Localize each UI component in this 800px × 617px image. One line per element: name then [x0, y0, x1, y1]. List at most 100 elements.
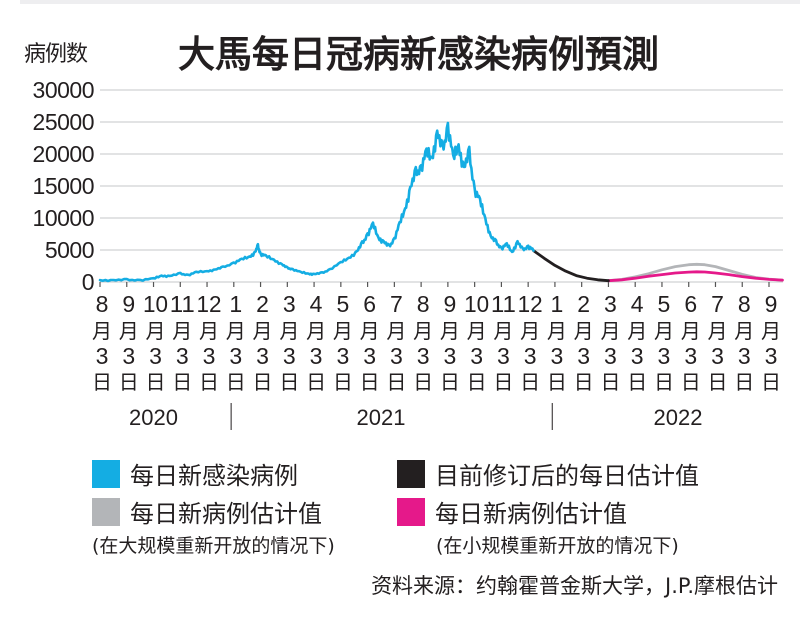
x-tick-day: 3: [122, 343, 135, 369]
x-tick-month: 9: [443, 291, 456, 317]
y-tick-label: 0: [82, 269, 94, 295]
x-tick-day: 3: [256, 343, 269, 369]
x-tick-month-suffix: 月: [707, 319, 727, 343]
x-tick-day-suffix: 日: [119, 370, 139, 394]
legend-label: 每日新感染病例: [130, 462, 298, 490]
x-tick-day-suffix: 日: [627, 370, 647, 394]
x-tick-month: 8: [417, 291, 430, 317]
x-tick-day: 3: [470, 343, 483, 369]
x-tick-labels: 8月3日9月3日10月3日11月3日12月3日1月3日2月3日3月3日4月3日5…: [92, 291, 781, 394]
x-tick-day-suffix: 日: [172, 370, 192, 394]
x-tick-month-suffix: 月: [413, 319, 433, 343]
x-tick-day-suffix: 日: [734, 370, 754, 394]
x-tick-day: 3: [149, 343, 162, 369]
x-tick-month-suffix: 月: [306, 319, 326, 343]
x-tick-day: 3: [711, 343, 724, 369]
x-tick-day-suffix: 日: [681, 370, 701, 394]
top-strip: [20, 0, 800, 4]
x-tick-month: 3: [604, 291, 617, 317]
y-tick-label: 25000: [33, 109, 94, 135]
x-tick-day: 3: [631, 343, 644, 369]
x-tick-month-suffix: 月: [172, 319, 192, 343]
legend-item-daily-cases: 每日新感染病例: [92, 456, 298, 491]
x-tick-day: 3: [497, 343, 510, 369]
x-tick-day-suffix: 日: [92, 370, 112, 394]
x-tick-month-suffix: 月: [146, 319, 166, 343]
year-label: 2021: [357, 405, 406, 430]
x-tick-month-suffix: 月: [119, 319, 139, 343]
legend-swatch-grey: [92, 497, 120, 526]
x-tick-month: 10: [464, 291, 489, 317]
x-tick-day: 3: [765, 343, 778, 369]
x-tick-day-suffix: 日: [146, 370, 166, 394]
legend-item-large-reopening: 每日新病例估计值: [92, 494, 322, 529]
x-tick-day-suffix: 日: [574, 370, 594, 394]
x-tick-month-suffix: 月: [279, 319, 299, 343]
x-tick-month: 8: [738, 291, 751, 317]
y-tick-label: 30000: [33, 77, 94, 103]
x-tick-day: 3: [203, 343, 216, 369]
x-tick-month-suffix: 月: [734, 319, 754, 343]
source-credit: 资料来源：约翰霍普金斯大学，J.P.摩根估计: [371, 574, 778, 598]
x-tick-day: 3: [577, 343, 590, 369]
x-tick-day: 3: [524, 343, 537, 369]
year-label: 2022: [654, 405, 703, 430]
grid-lines: [100, 89, 783, 251]
x-tick-day: 3: [229, 343, 242, 369]
x-tick-day-suffix: 日: [413, 370, 433, 394]
x-tick-day-suffix: 日: [306, 370, 326, 394]
x-tick-day: 3: [310, 343, 323, 369]
x-tick-month: 5: [658, 291, 671, 317]
x-tick-month: 11: [170, 291, 195, 317]
x-tick-month-suffix: 月: [681, 319, 701, 343]
series-lines: [98, 121, 784, 283]
y-tick-label: 20000: [33, 141, 94, 167]
x-tick-day-suffix: 日: [279, 370, 299, 394]
legend-label: 目前修订后的每日估计值: [435, 462, 699, 490]
x-tick-month-suffix: 月: [761, 319, 781, 343]
x-tick-month: 10: [143, 291, 168, 317]
x-tick-month: 11: [491, 291, 516, 317]
year-labels: 2020 2021 2022: [129, 403, 702, 430]
x-tick-day: 3: [658, 343, 671, 369]
x-tick-day-suffix: 日: [199, 370, 219, 394]
x-tick-month: 6: [684, 291, 697, 317]
x-tick-month: 3: [283, 291, 296, 317]
x-tick-day: 3: [96, 343, 109, 369]
x-tick-month: 12: [518, 291, 543, 317]
x-tick-month-suffix: 月: [199, 319, 219, 343]
x-axis: [99, 281, 783, 287]
x-tick-month-suffix: 月: [333, 319, 353, 343]
series-line-3: [607, 270, 784, 283]
x-tick-day-suffix: 日: [467, 370, 487, 394]
x-tick-day-suffix: 日: [520, 370, 540, 394]
y-tick-label: 5000: [45, 237, 94, 263]
x-tick-day-suffix: 日: [360, 370, 380, 394]
x-tick-day: 3: [604, 343, 617, 369]
x-tick-month-suffix: 月: [627, 319, 647, 343]
x-tick-month: 9: [765, 291, 778, 317]
legend-note-small: (在小规模重新开放的情况下): [436, 535, 679, 557]
x-tick-month: 9: [122, 291, 135, 317]
x-tick-day: 3: [363, 343, 376, 369]
x-tick-month: 2: [256, 291, 269, 317]
series-line-0: [98, 121, 535, 283]
